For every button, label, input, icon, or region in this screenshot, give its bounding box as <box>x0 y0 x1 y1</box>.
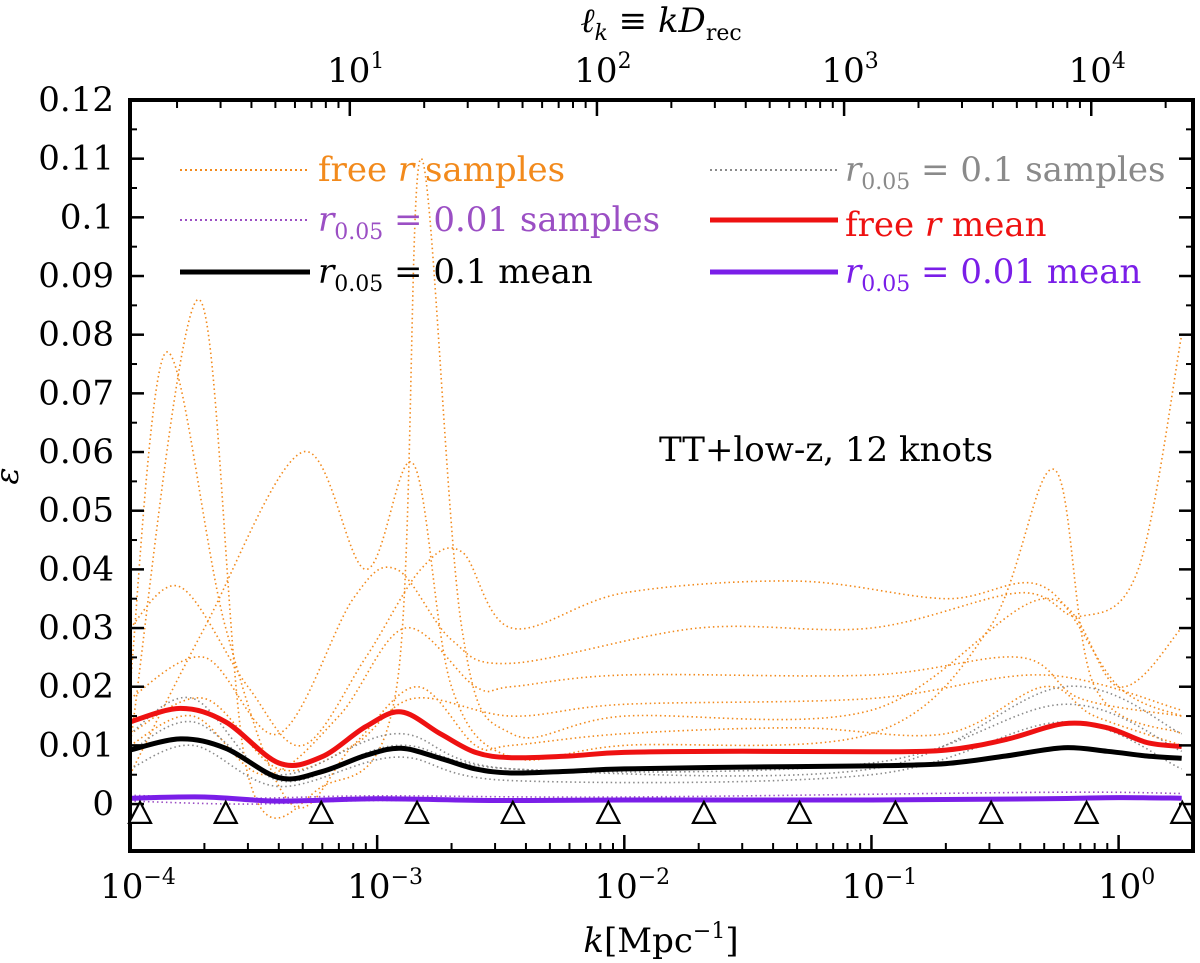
y-tick-label: 0.1 <box>60 197 114 237</box>
knot-marker <box>1169 799 1196 824</box>
plot-frame <box>128 98 1195 853</box>
y-tick-label: 0.11 <box>38 139 114 179</box>
x-tick-label: 10−3 <box>347 865 423 907</box>
x-axis-label: k[Mpc−1] <box>583 919 738 961</box>
ticks: 0 0.01 0.02 0.03 0.04 0.05 0.06 0.07 0.08 0.09 0.1… <box>38 49 1194 907</box>
top-x-tick-label: 102 <box>574 49 631 91</box>
knot-markers <box>127 799 1196 824</box>
top-axis-label: ℓk ≡ kDrec <box>580 1 741 46</box>
y-tick-label: 0.08 <box>38 315 114 355</box>
knot-marker <box>691 799 717 824</box>
knot-marker <box>308 799 335 824</box>
y-tick-label: 0.05 <box>38 491 114 531</box>
legend-label-free-r-samples: free r samples <box>318 150 565 190</box>
knot-marker <box>882 799 909 824</box>
y-tick-label: 0.06 <box>38 432 114 472</box>
legend-label-r01-samples: r0.05 = 0.1 samples <box>845 150 1165 195</box>
y-tick-label: 0.04 <box>38 549 114 589</box>
axes <box>128 98 1195 853</box>
legend-label-r01-mean: r0.05 = 0.1 mean <box>318 252 593 297</box>
knot-marker <box>212 799 239 824</box>
knot-marker <box>595 799 622 824</box>
sample-line-free-r-samples-1 <box>129 157 1183 819</box>
y-tick-label: 0.03 <box>38 608 114 648</box>
mean-line-r0-05-0-01-mean <box>129 794 1182 804</box>
annotation: TT+low-z, 12 knots <box>659 430 993 470</box>
knot-marker <box>404 799 430 824</box>
top-x-tick-label: 104 <box>1069 49 1126 91</box>
knot-marker <box>127 799 153 824</box>
x-tick-label: 100 <box>1098 865 1155 907</box>
y-tick-label: 0.12 <box>38 80 114 120</box>
legend: free r samples r0.05 = 0.1 samples r0.05… <box>180 150 1165 297</box>
sample-line-r0-05-0-1-samples-1 <box>129 721 1182 788</box>
knot-marker <box>978 799 1004 824</box>
sample-line-free-r-samples-3 <box>129 547 1183 747</box>
sample-line-free-r-samples-6 <box>129 674 1182 772</box>
x-tick-label: 10−4 <box>100 865 176 907</box>
y-tick-label: 0 <box>92 784 114 824</box>
y-tick-label: 0.01 <box>38 725 114 765</box>
legend-label-free-r-mean: free r mean <box>845 205 1047 245</box>
top-x-tick-label: 103 <box>821 49 878 91</box>
x-tick-label: 10−1 <box>842 865 918 907</box>
sample-line-free-r-samples-4 <box>129 334 1183 736</box>
y-tick-label: 0.07 <box>38 373 114 413</box>
top-x-tick-label: 101 <box>327 49 384 91</box>
y-axis-label: ε <box>0 467 26 484</box>
knot-marker <box>1073 799 1100 824</box>
knot-marker <box>500 799 526 824</box>
sample-line-free-r-samples-0 <box>129 351 1182 809</box>
mean-line-r0-05-0-1-mean <box>129 736 1182 782</box>
y-tick-label: 0.02 <box>38 667 114 707</box>
sample-line-free-r-samples-2 <box>129 451 1183 776</box>
knot-marker <box>786 799 813 824</box>
mean-curves <box>129 705 1182 804</box>
y-tick-label: 0.09 <box>38 256 114 296</box>
legend-label-r001-samples: r0.05 = 0.01 samples <box>318 200 660 245</box>
x-tick-label: 10−2 <box>594 865 670 907</box>
mean-line-free-r-mean <box>129 705 1182 768</box>
legend-label-r001-mean: r0.05 = 0.01 mean <box>845 252 1141 297</box>
